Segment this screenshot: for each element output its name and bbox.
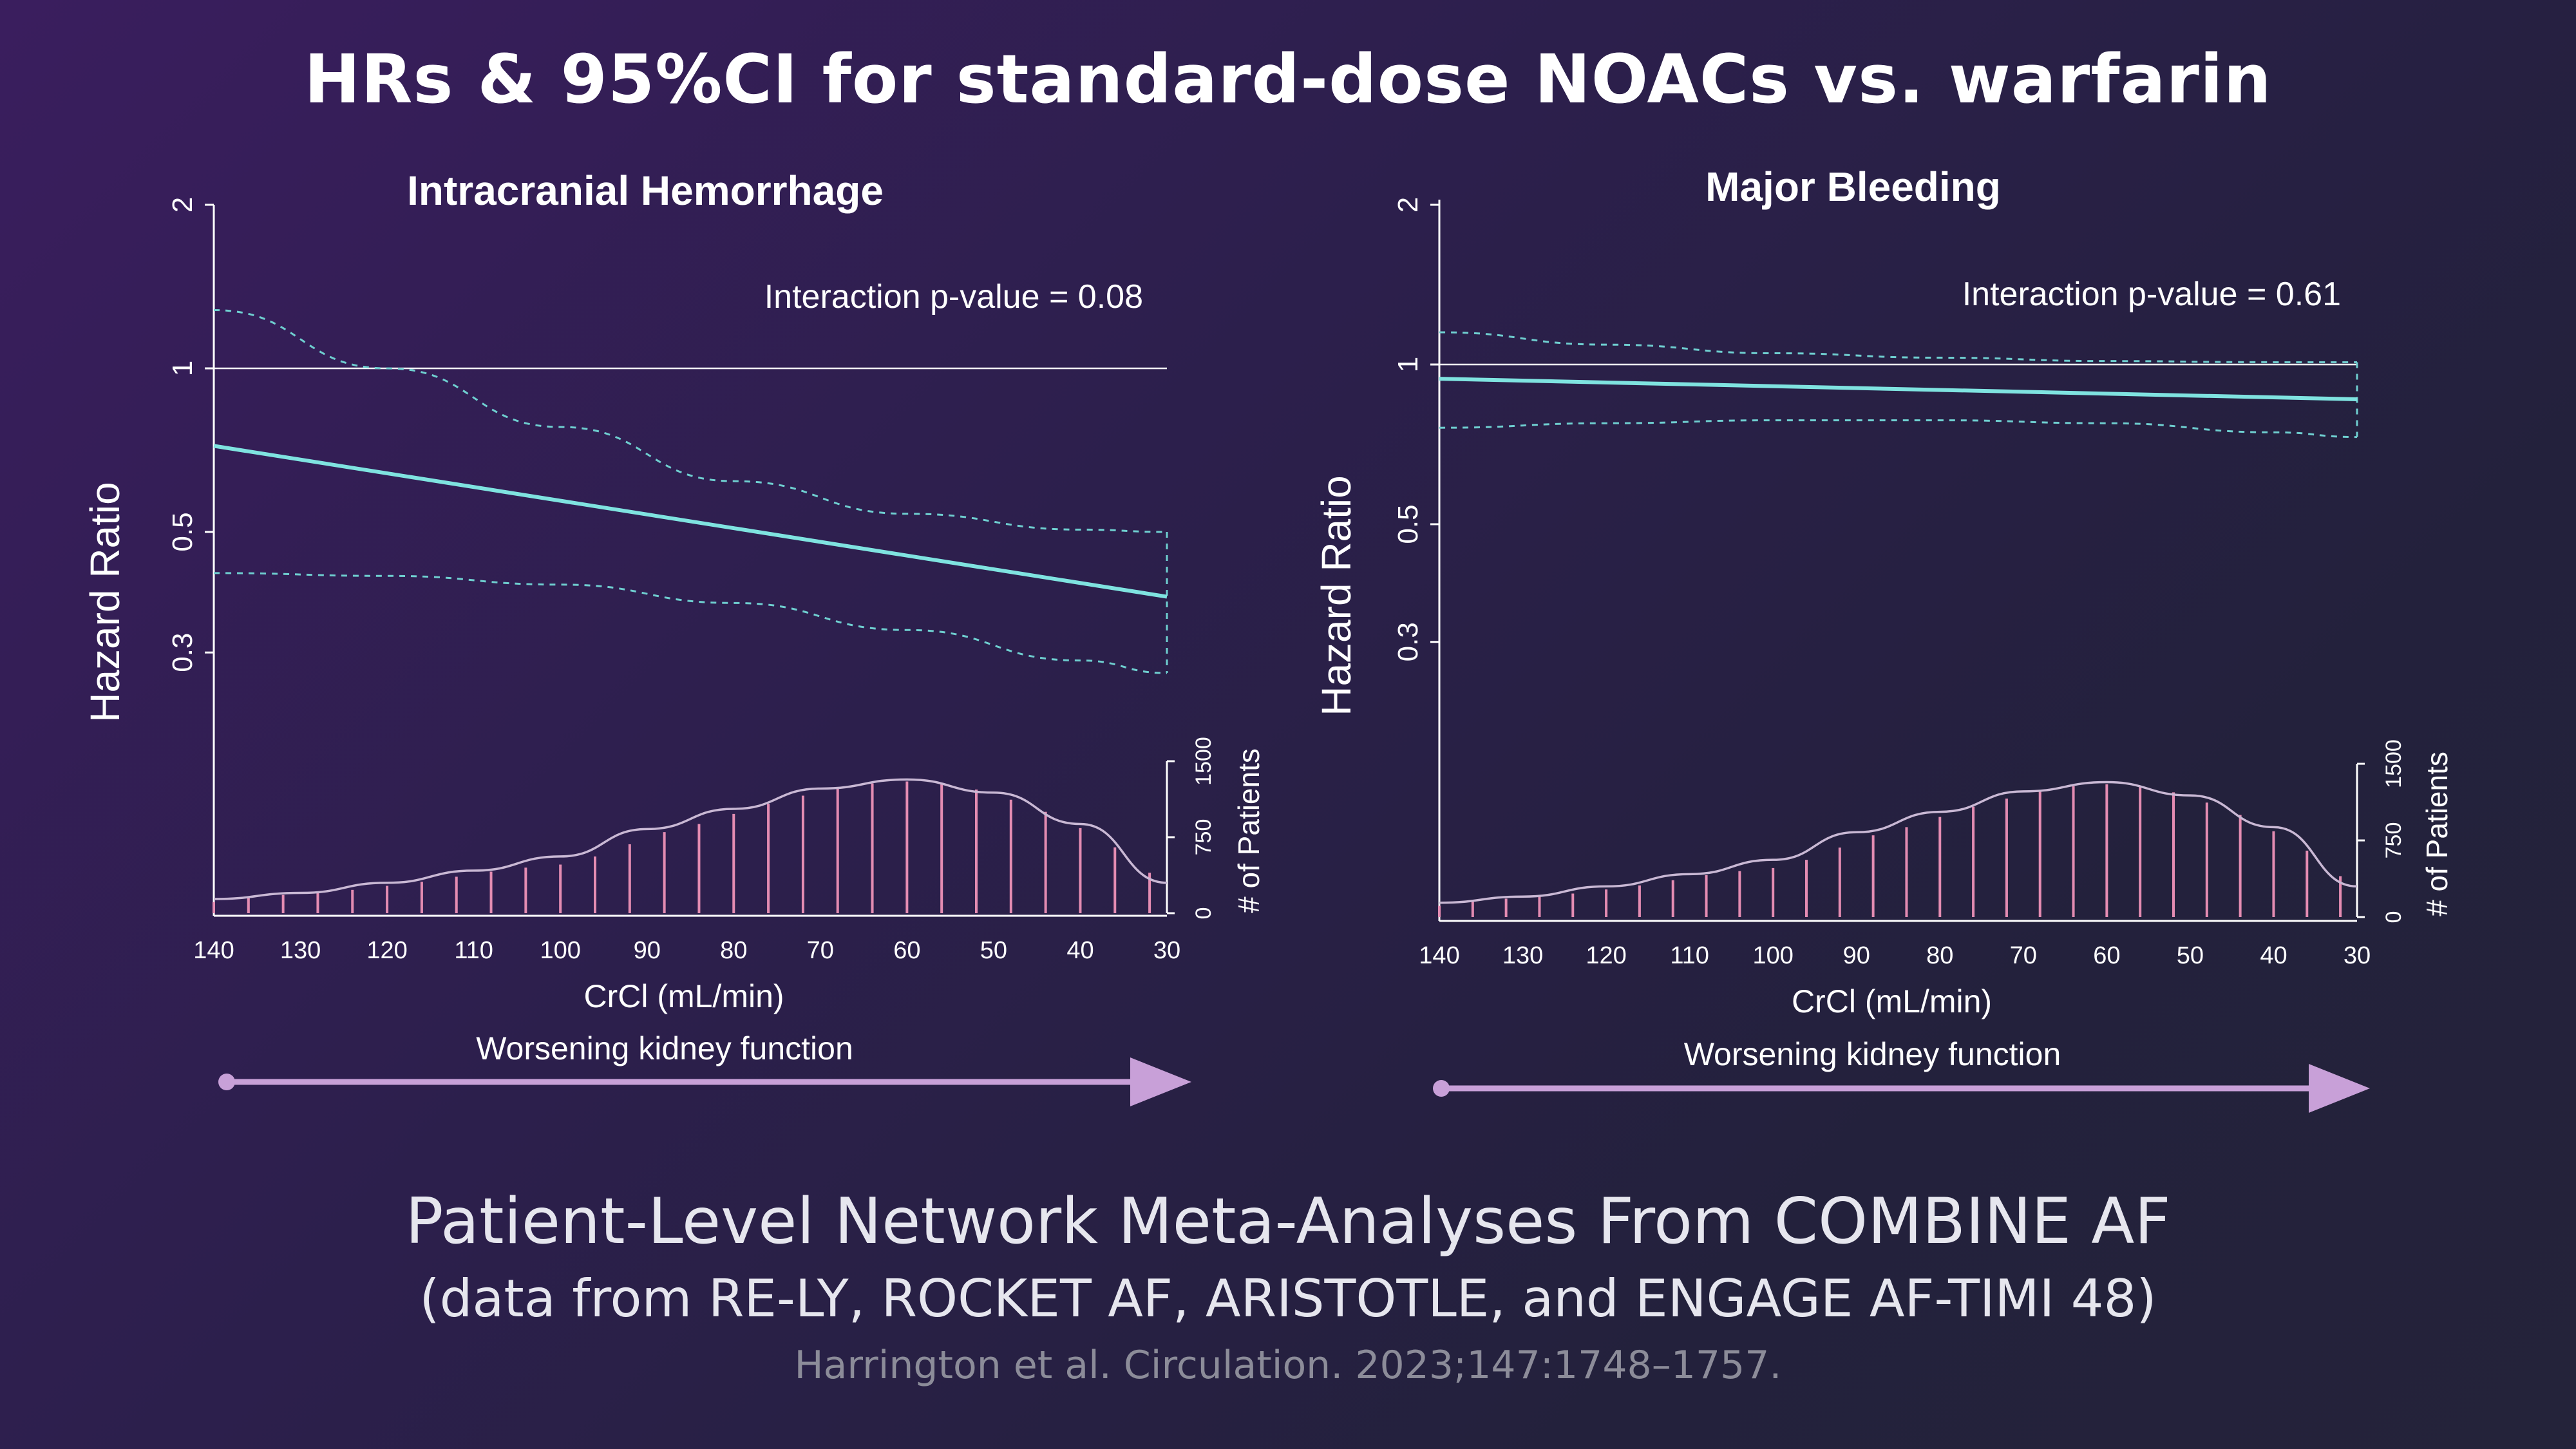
x-tick-label: 100 bbox=[540, 937, 580, 964]
x-tick-label: 90 bbox=[634, 937, 661, 964]
ci-upper-line bbox=[1439, 331, 2357, 363]
slide-title: HRs & 95%CI for standard-dose NOACs vs. … bbox=[304, 40, 2272, 118]
secondary-tick-label: 750 bbox=[2382, 822, 2406, 859]
arrow-label: Worsening kidney function bbox=[476, 1030, 853, 1066]
y-axis-label: Hazard Ratio bbox=[1313, 475, 1359, 716]
x-tick-label: 30 bbox=[2344, 942, 2371, 969]
density-curve bbox=[1439, 781, 2358, 904]
secondary-tick-label: 0 bbox=[2382, 911, 2406, 923]
ci-lower-line bbox=[213, 572, 1168, 674]
x-tick-label: 30 bbox=[1153, 937, 1180, 964]
x-tick-label: 40 bbox=[1066, 937, 1094, 964]
y-tick-label: 0.3 bbox=[167, 633, 198, 672]
footer-headline: Patient-Level Network Meta-Analyses From… bbox=[405, 1185, 2171, 1258]
x-tick-label: 110 bbox=[1670, 942, 1709, 969]
chart-title: Intracranial Hemorrhage bbox=[407, 167, 884, 214]
x-tick-label: 90 bbox=[1843, 942, 1870, 969]
secondary-tick-label: 1500 bbox=[2382, 739, 2406, 788]
y-tick-label: 2 bbox=[1392, 197, 1424, 213]
x-tick-label: 70 bbox=[807, 937, 834, 964]
x-axis-label: CrCl (mL/min) bbox=[583, 978, 784, 1014]
x-tick-label: 80 bbox=[720, 937, 747, 964]
secondary-tick-label: 0 bbox=[1191, 907, 1216, 920]
x-tick-label: 60 bbox=[2093, 942, 2120, 969]
y-tick-label: 2 bbox=[167, 197, 198, 213]
y-tick-label: 0.3 bbox=[1392, 622, 1424, 661]
x-tick-label: 60 bbox=[893, 937, 920, 964]
interaction-p-value: Interaction p-value = 0.08 bbox=[764, 278, 1143, 316]
y-tick-label: 0.5 bbox=[1392, 504, 1424, 544]
secondary-axis-label: # of Patients bbox=[1232, 748, 1265, 913]
x-tick-label: 120 bbox=[366, 937, 407, 964]
density-curve bbox=[213, 778, 1168, 900]
x-tick-label: 140 bbox=[1419, 942, 1459, 969]
secondary-axis-label: # of Patients bbox=[2420, 752, 2454, 916]
y-tick-label: 1 bbox=[167, 361, 198, 376]
chart-title: Major Bleeding bbox=[1705, 164, 2001, 210]
y-tick-label: 1 bbox=[1392, 357, 1424, 372]
chart-ich: Intracranial Hemorrhage Interaction p-val… bbox=[82, 167, 1265, 1106]
arrow-head-icon bbox=[2309, 1064, 2370, 1113]
x-tick-label: 80 bbox=[1926, 942, 1953, 969]
x-tick-label: 120 bbox=[1586, 942, 1626, 969]
chart-major-bleeding: Major Bleeding Interaction p-value = 0.61… bbox=[1313, 164, 2454, 1113]
x-tick-label: 100 bbox=[1752, 942, 1793, 969]
x-tick-label: 40 bbox=[2260, 942, 2287, 969]
footer-citation: Harrington et al. Circulation. 2023;147:… bbox=[794, 1343, 1782, 1388]
ci-upper-line bbox=[213, 309, 1168, 533]
x-tick-label: 50 bbox=[980, 937, 1007, 964]
arrow-label: Worsening kidney function bbox=[1684, 1036, 2061, 1072]
hazard-ratio-line bbox=[213, 444, 1168, 599]
y-axis-label: Hazard Ratio bbox=[82, 482, 128, 723]
secondary-tick-label: 750 bbox=[1191, 819, 1216, 856]
hazard-ratio-line bbox=[1439, 377, 2358, 401]
secondary-tick-label: 1500 bbox=[1191, 737, 1216, 786]
x-tick-label: 130 bbox=[280, 937, 321, 964]
x-tick-label: 110 bbox=[454, 937, 493, 964]
y-tick-label: 0.5 bbox=[167, 512, 198, 551]
interaction-p-value: Interaction p-value = 0.61 bbox=[1962, 276, 2341, 313]
x-tick-label: 130 bbox=[1502, 942, 1543, 969]
x-tick-label: 70 bbox=[2010, 942, 2037, 969]
ci-lower-line bbox=[1439, 419, 2358, 439]
x-tick-label: 140 bbox=[193, 937, 234, 964]
arrow-head-icon bbox=[1130, 1057, 1191, 1106]
x-tick-label: 50 bbox=[2177, 942, 2204, 969]
x-axis-label: CrCl (mL/min) bbox=[1792, 983, 1992, 1019]
footer-subheadline: (data from RE-LY, ROCKET AF, ARISTOTLE, … bbox=[419, 1269, 2157, 1329]
